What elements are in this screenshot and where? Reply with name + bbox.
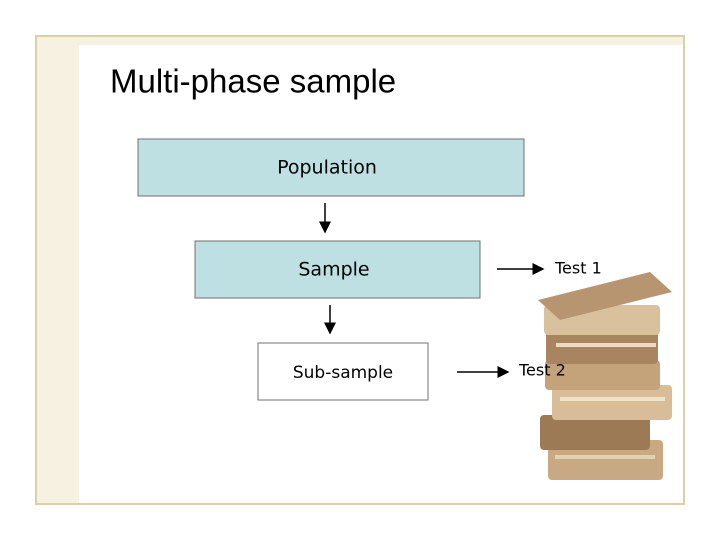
population-box — [137, 138, 525, 197]
slide-title: Multi-phase sample — [110, 63, 396, 100]
node-label: Sample — [298, 259, 369, 281]
sub-sample-box — [257, 342, 429, 401]
side-strip — [37, 37, 79, 503]
sample-box — [194, 240, 481, 299]
top-strip — [37, 37, 683, 45]
books-illustration — [538, 272, 672, 480]
test-label: Test 1 — [554, 259, 602, 278]
node-label: Population — [277, 157, 377, 179]
node-label: Sub-sample — [293, 363, 393, 383]
test-label: Test 2 — [518, 361, 566, 380]
